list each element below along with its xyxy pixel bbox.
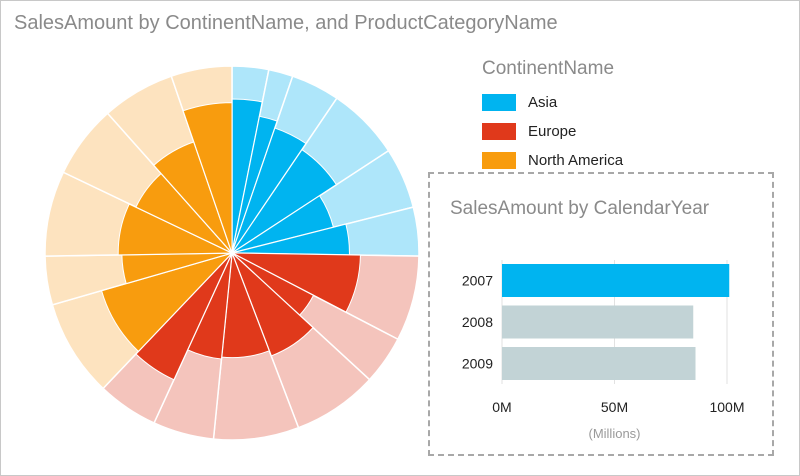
sunburst-chart[interactable]: [0, 0, 430, 476]
sunburst-group-north-america[interactable]: [44, 65, 235, 390]
legend-item-europe[interactable]: Europe: [482, 117, 623, 146]
chart-title: SalesAmount by ContinentName, and Produc…: [14, 12, 558, 34]
tick-label-2: 100M: [709, 399, 744, 415]
tick-label-1: 50M: [601, 399, 628, 415]
legend-title: ContinentName: [482, 58, 615, 79]
x-axis-label: (Millions): [589, 426, 641, 441]
sunburst-inner-north-america-6[interactable]: [182, 102, 233, 254]
legend-label-europe: Europe: [528, 123, 577, 140]
category-label-2008: 2008: [462, 314, 493, 330]
legend-label-asia: Asia: [528, 94, 558, 111]
bar-chart-panel[interactable]: SalesAmount by CalendarYear 2007 2008 2009…: [428, 172, 774, 456]
legend-item-asia[interactable]: Asia: [482, 88, 623, 117]
legend-swatch-asia: [482, 94, 516, 111]
bar-2007[interactable]: [502, 264, 730, 297]
legend-swatch-europe: [482, 123, 516, 140]
legend-item-north-america[interactable]: North America: [482, 146, 623, 175]
sunburst-group-asia[interactable]: [231, 65, 420, 257]
bar-2008[interactable]: [502, 305, 694, 339]
category-label-2009: 2009: [462, 356, 493, 372]
bar-chart-title: SalesAmount by CalendarYear: [450, 198, 710, 219]
legend-label-north-america: North America: [528, 152, 624, 169]
sunburst-group-europe[interactable]: [102, 252, 420, 441]
tick-label-0: 0M: [492, 399, 511, 415]
category-label-2007: 2007: [462, 273, 493, 289]
bar-chart[interactable]: 2007 2008 2009 0M 50M 100M (Millions): [430, 174, 772, 454]
legend-swatch-north-america: [482, 152, 516, 169]
legend: ContinentName Asia Europe North America: [482, 58, 623, 175]
bar-2009[interactable]: [502, 347, 696, 380]
